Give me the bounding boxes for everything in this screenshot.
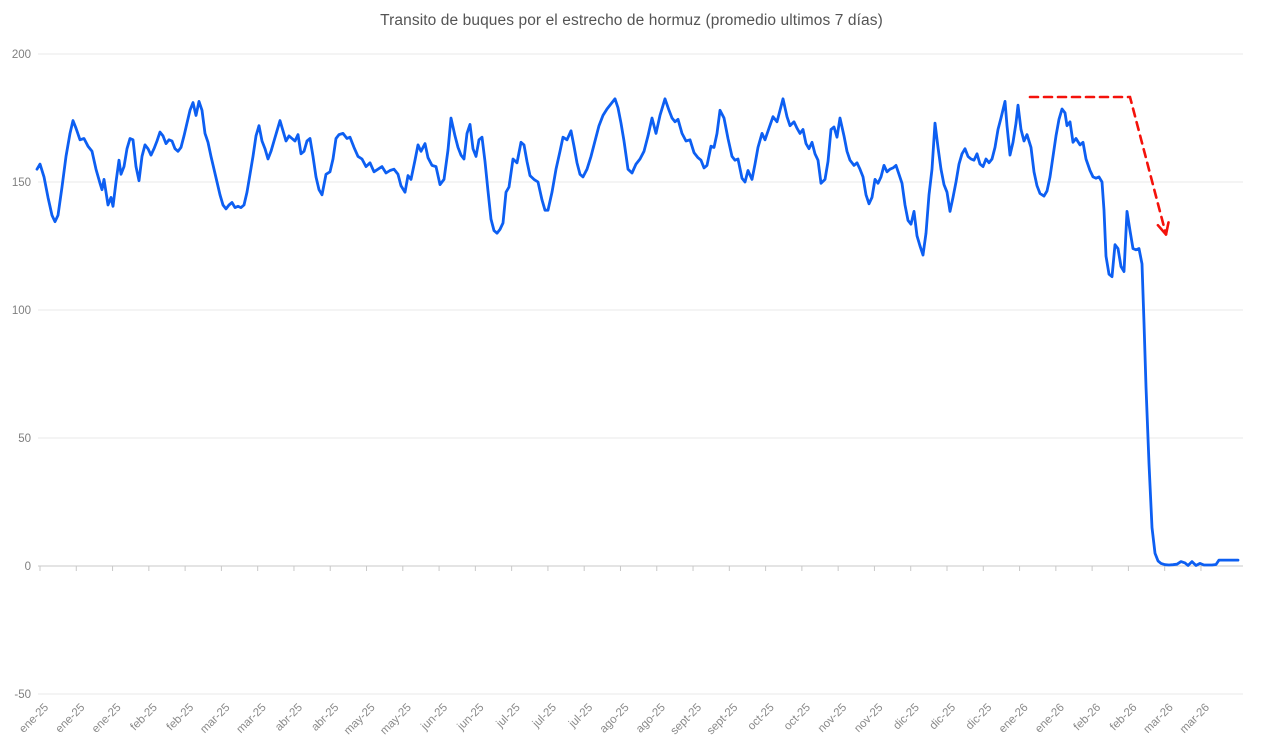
y-axis-label: -50	[14, 689, 31, 701]
x-axis-label: ago-25	[634, 702, 668, 736]
x-axis-label: ene-26	[1033, 702, 1067, 736]
x-axis-label: abr-25	[309, 702, 341, 734]
x-axis-label: may-25	[378, 702, 414, 738]
x-axis-label: jul-25	[530, 702, 559, 731]
x-axis-label: may-25	[342, 702, 378, 738]
x-axis-label: dic-25	[891, 702, 922, 733]
x-axis-label: feb-25	[165, 702, 197, 734]
y-axis-label: 50	[18, 433, 31, 445]
x-axis-label: jul-25	[494, 702, 523, 731]
x-axis-label: dic-25	[927, 702, 958, 733]
x-axis-label: ene-25	[90, 702, 124, 736]
x-axis-label: jul-25	[566, 702, 595, 731]
series-line	[35, 97, 1240, 567]
x-axis-label: dic-25	[964, 702, 995, 733]
x-axis-label: nov-25	[816, 702, 849, 735]
x-axis-label: sept-25	[669, 702, 705, 738]
x-axis-label: mar-25	[198, 702, 232, 736]
x-axis-label: jun-25	[455, 702, 487, 734]
y-axis-label: 150	[12, 177, 31, 189]
x-axis-label: ene-26	[997, 702, 1031, 736]
x-axis-label: oct-25	[746, 702, 777, 733]
x-axis-label: sept-25	[705, 702, 741, 738]
x-axis-label: mar-26	[1142, 702, 1176, 736]
x-axis-label: feb-26	[1108, 702, 1140, 734]
y-axis-label: 100	[12, 305, 31, 317]
x-axis-label: oct-25	[782, 702, 813, 733]
drop-arrow-head	[1156, 221, 1170, 236]
x-axis-label: feb-25	[128, 702, 160, 734]
x-axis-label: ene-25	[17, 702, 51, 736]
x-axis-label: abr-25	[273, 702, 305, 734]
x-axis-label: feb-26	[1072, 702, 1104, 734]
x-axis-label: mar-26	[1178, 702, 1212, 736]
x-axis-label: jun-25	[418, 702, 450, 734]
x-axis-label: ago-25	[598, 702, 632, 736]
drop-arrow-line	[1028, 95, 1168, 236]
x-axis-label: mar-25	[235, 702, 269, 736]
chart-title: Transito de buques por el estrecho de ho…	[380, 12, 883, 29]
x-axis-label: ene-25	[54, 702, 88, 736]
y-axis-label: 0	[25, 561, 31, 573]
x-axis-label: nov-25	[852, 702, 885, 735]
y-axis-label: 200	[12, 49, 31, 61]
